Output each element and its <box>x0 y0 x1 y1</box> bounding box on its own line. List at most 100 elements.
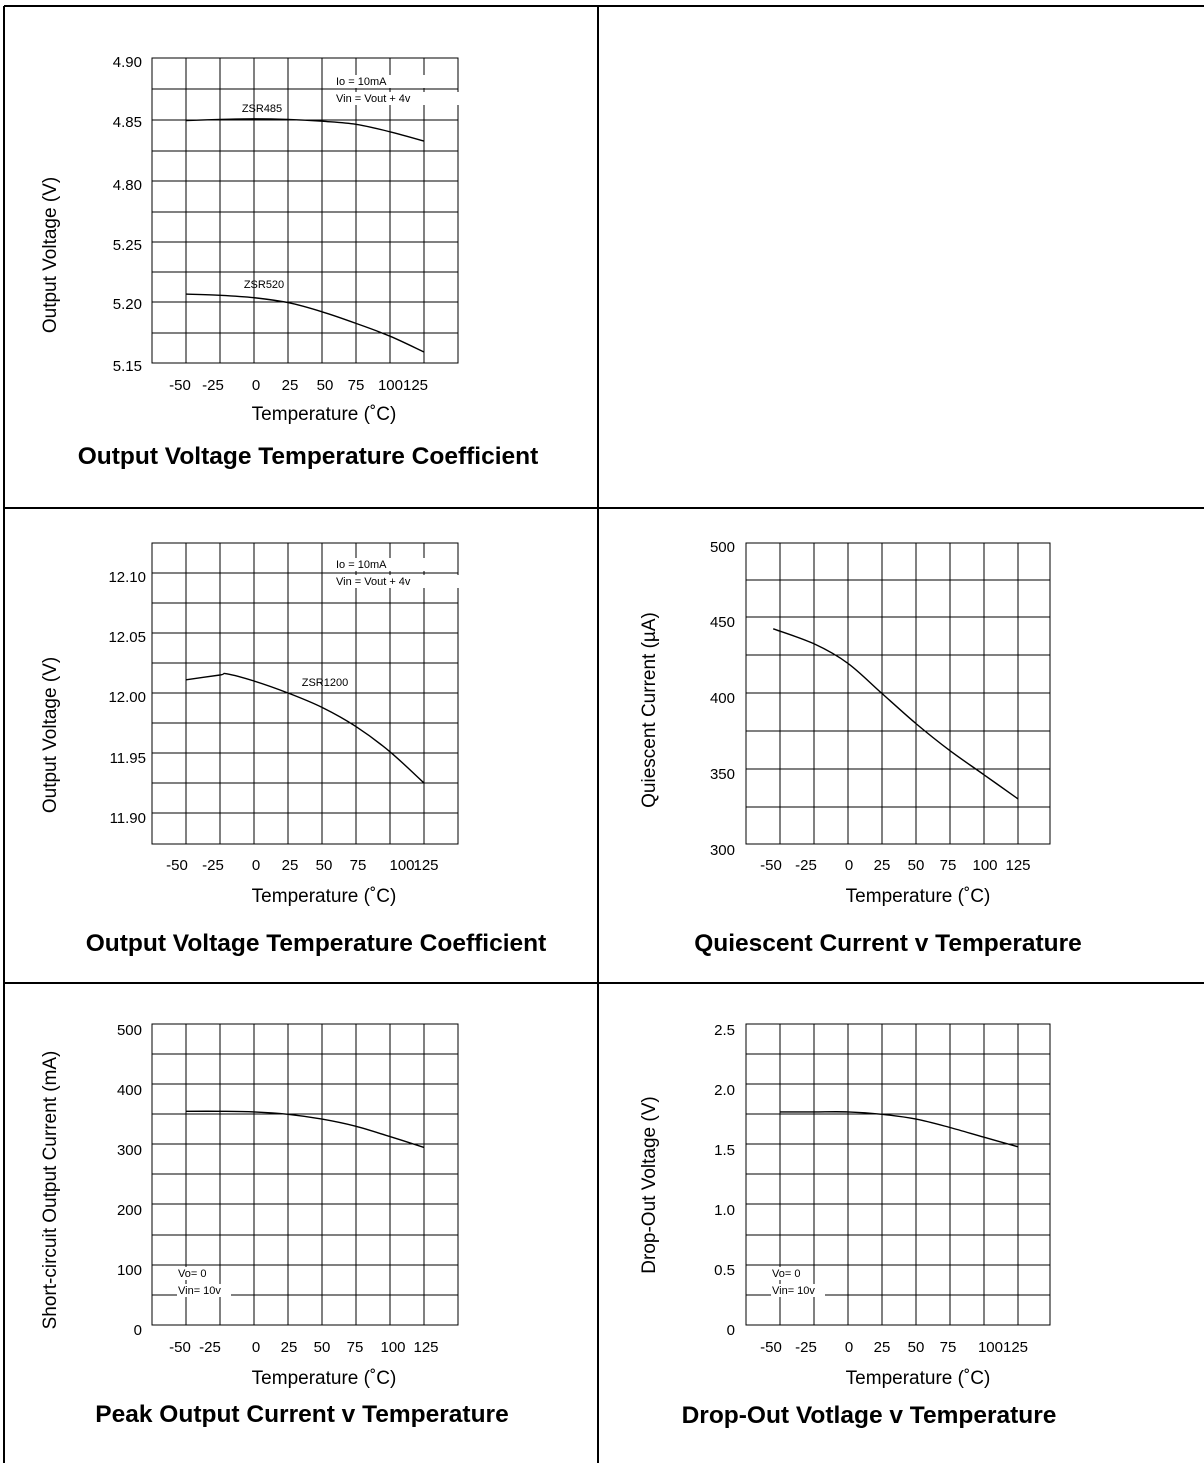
series-line <box>780 1111 1019 1148</box>
x-tick-label: 125 <box>413 1339 438 1356</box>
x-tick-label: 75 <box>350 857 367 874</box>
y-tick-label: 1.0 <box>714 1202 735 1219</box>
series-label: ZSR1200 <box>302 677 348 689</box>
x-tick-label: 0 <box>252 857 260 874</box>
y-tick-label: 5.15 <box>113 358 142 375</box>
chart-note: Io = 10mA <box>336 559 387 571</box>
series-line <box>185 118 425 142</box>
y-tick-label: 4.85 <box>113 114 142 131</box>
y-tick-label: 0.5 <box>714 1262 735 1279</box>
chart-note: Vin= 10v <box>178 1285 221 1297</box>
note-background <box>335 92 459 105</box>
plot-frame <box>151 1023 459 1326</box>
x-tick-label: 75 <box>940 1339 957 1356</box>
plot-frame <box>745 542 1051 845</box>
x-tick-label: -50 <box>166 857 188 874</box>
plot-area <box>152 58 458 363</box>
chart-note: Vin = Vout + 4v <box>336 93 411 105</box>
x-axis-label: Temperature (˚C) <box>846 1368 991 1389</box>
chart-note: Io = 10mA <box>336 76 387 88</box>
y-tick-label: 12.10 <box>108 569 146 586</box>
x-tick-label: -25 <box>795 1339 817 1356</box>
chart-title: Output Voltage Temperature Coefficient <box>86 930 547 957</box>
y-tick-label: 450 <box>710 614 735 631</box>
x-tick-label: 100 <box>389 857 414 874</box>
x-tick-label: 125 <box>1005 857 1030 874</box>
chart-2: ZSR1200 Io = 10mA Vin = Vout + 4v 12.10 12.0… <box>40 542 547 957</box>
note-background <box>177 1267 215 1280</box>
y-tick-label: 350 <box>710 766 735 783</box>
x-tick-label: -50 <box>169 1339 191 1356</box>
x-tick-label: 25 <box>874 857 891 874</box>
x-tick-label: 25 <box>282 857 299 874</box>
note-background <box>335 575 459 588</box>
x-tick-label: -25 <box>795 857 817 874</box>
x-tick-label: -25 <box>202 857 224 874</box>
y-tick-label: 300 <box>117 1142 142 1159</box>
x-tick-label: 75 <box>940 857 957 874</box>
y-tick-label: 5.20 <box>113 296 142 313</box>
note-background <box>771 1284 825 1297</box>
x-tick-label: 0 <box>252 377 260 394</box>
y-tick-label: 1.5 <box>714 1142 735 1159</box>
page-frame <box>3 5 1204 1463</box>
y-tick-label: 0 <box>727 1322 735 1339</box>
x-tick-label: 25 <box>874 1339 891 1356</box>
chart-title: Output Voltage Temperature Coefficient <box>78 443 539 470</box>
note-background <box>335 75 431 88</box>
chart-1: ZSR485 ZSR520 Io = 10mA Vin = Vout + 4v 4.90… <box>40 54 538 470</box>
y-tick-label: 400 <box>117 1082 142 1099</box>
note-background <box>177 1284 231 1297</box>
x-tick-label: 0 <box>845 1339 853 1356</box>
y-tick-label: 300 <box>710 842 735 859</box>
y-tick-label: 200 <box>117 1202 142 1219</box>
plot-frame <box>151 542 459 845</box>
x-tick-label: 100125 <box>978 1339 1028 1356</box>
y-tick-label: 4.80 <box>113 177 142 194</box>
y-axis-label: Quiescent Current (µA) <box>639 612 660 808</box>
y-tick-label: 2.0 <box>714 1082 735 1099</box>
x-axis-label: Temperature (˚C) <box>252 886 397 907</box>
y-tick-label: 0 <box>134 1322 142 1339</box>
note-background <box>335 558 431 571</box>
series-label: ZSR520 <box>244 279 284 291</box>
x-tick-label: 75 <box>347 1339 364 1356</box>
x-tick-label: 25 <box>281 1339 298 1356</box>
y-axis-label: Output Voltage (V) <box>40 177 61 333</box>
y-tick-label: 2.5 <box>714 1022 735 1039</box>
y-tick-label: 11.90 <box>110 810 146 827</box>
chart-note: Vin= 10v <box>772 1285 815 1297</box>
plot-frame <box>745 1023 1051 1326</box>
y-tick-label: 11.95 <box>110 750 146 767</box>
series-line <box>185 293 425 353</box>
note-background <box>771 1267 809 1280</box>
series-label: ZSR485 <box>242 103 282 115</box>
chart-3: 500 450 400 350 300 -50 -25 0 25 50 75 100 125 Temper… <box>639 539 1082 957</box>
x-tick-label: 100 <box>972 857 997 874</box>
x-tick-label: -25 <box>202 377 224 394</box>
chart-note: Vin = Vout + 4v <box>336 576 411 588</box>
x-tick-label: 25 <box>282 377 299 394</box>
x-tick-label: 0 <box>252 1339 260 1356</box>
charts: ZSR485 ZSR520 Io = 10mA Vin = Vout + 4v 4.90… <box>40 54 1082 1429</box>
x-tick-label: -50 <box>169 377 191 394</box>
y-tick-label: 12.00 <box>108 689 146 706</box>
y-axis-label: Short-circuit Output Current (mA) <box>40 1051 61 1330</box>
series-line <box>772 628 1019 800</box>
x-tick-label: -50 <box>760 857 782 874</box>
x-axis-label: Temperature (˚C) <box>252 1368 397 1389</box>
x-tick-label: 50 <box>908 857 925 874</box>
x-axis-label: Temperature (˚C) <box>846 886 991 907</box>
chart-title: Peak Output Current v Temperature <box>95 1401 508 1428</box>
x-axis-label: Temperature (˚C) <box>252 404 397 425</box>
x-tick-label: -50 <box>760 1339 782 1356</box>
chart-5: Vo= 0 Vin= 10v 2.5 2.0 1.5 1.0 0.5 0 -50 -25 0 25 50… <box>639 1022 1056 1429</box>
y-tick-label: 12.05 <box>108 629 146 646</box>
y-tick-label: 500 <box>710 539 735 556</box>
chart-4: Vo= 0 Vin= 10v 500 400 300 200 100 0 -50 -25 0 25 50… <box>40 1022 509 1428</box>
series-line <box>185 1110 425 1149</box>
y-tick-label: 500 <box>117 1022 142 1039</box>
chart-note: Vo= 0 <box>178 1268 206 1280</box>
y-tick-label: 400 <box>710 690 735 707</box>
